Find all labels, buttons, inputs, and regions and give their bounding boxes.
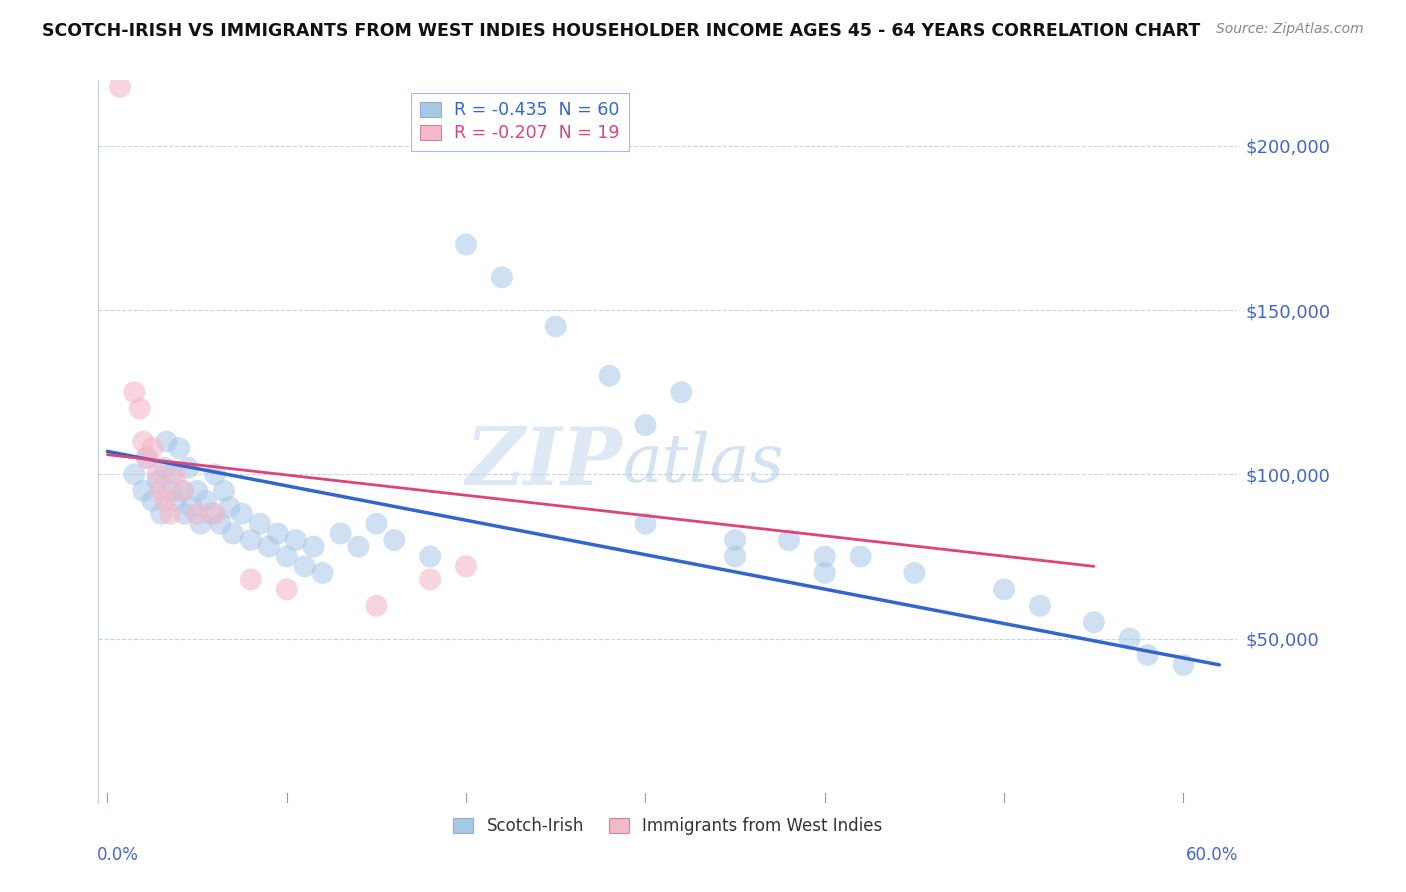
Point bbox=[159, 507, 181, 521]
Point bbox=[141, 441, 163, 455]
Point bbox=[454, 237, 477, 252]
Point bbox=[124, 467, 146, 482]
Point bbox=[634, 516, 657, 531]
Point bbox=[160, 467, 183, 482]
Point bbox=[257, 540, 280, 554]
Point bbox=[276, 549, 298, 564]
Point bbox=[329, 526, 352, 541]
Point bbox=[218, 500, 240, 515]
Legend: Scotch-Irish, Immigrants from West Indies: Scotch-Irish, Immigrants from West Indie… bbox=[447, 810, 889, 841]
Point bbox=[366, 599, 388, 613]
Point bbox=[141, 493, 163, 508]
Text: SCOTCH-IRISH VS IMMIGRANTS FROM WEST INDIES HOUSEHOLDER INCOME AGES 45 - 64 YEAR: SCOTCH-IRISH VS IMMIGRANTS FROM WEST IND… bbox=[42, 22, 1201, 40]
Point bbox=[200, 507, 222, 521]
Point bbox=[190, 516, 212, 531]
Point bbox=[177, 460, 200, 475]
Point bbox=[419, 549, 441, 564]
Point bbox=[311, 566, 333, 580]
Point bbox=[849, 549, 872, 564]
Point bbox=[1136, 648, 1159, 662]
Point bbox=[294, 559, 316, 574]
Point bbox=[146, 467, 169, 482]
Point bbox=[212, 483, 235, 498]
Point bbox=[1173, 657, 1195, 672]
Point bbox=[222, 526, 245, 541]
Point bbox=[108, 79, 131, 94]
Point bbox=[135, 450, 157, 465]
Point bbox=[135, 450, 157, 465]
Point bbox=[347, 540, 370, 554]
Point bbox=[239, 533, 262, 547]
Point bbox=[195, 493, 218, 508]
Point bbox=[172, 483, 194, 498]
Point bbox=[993, 582, 1015, 597]
Point bbox=[172, 483, 194, 498]
Point bbox=[276, 582, 298, 597]
Point bbox=[302, 540, 325, 554]
Point bbox=[1118, 632, 1140, 646]
Point bbox=[284, 533, 307, 547]
Point bbox=[1029, 599, 1052, 613]
Point bbox=[267, 526, 290, 541]
Point bbox=[153, 493, 176, 508]
Point bbox=[204, 467, 226, 482]
Point bbox=[249, 516, 271, 531]
Point bbox=[150, 483, 173, 498]
Text: 60.0%: 60.0% bbox=[1187, 847, 1239, 864]
Point bbox=[209, 516, 232, 531]
Point bbox=[814, 549, 837, 564]
Point bbox=[150, 507, 173, 521]
Point bbox=[146, 474, 169, 488]
Point bbox=[155, 434, 177, 449]
Point bbox=[186, 483, 208, 498]
Point bbox=[454, 559, 477, 574]
Point bbox=[128, 401, 150, 416]
Point bbox=[814, 566, 837, 580]
Text: atlas: atlas bbox=[623, 431, 785, 496]
Point bbox=[132, 483, 155, 498]
Point bbox=[903, 566, 925, 580]
Point bbox=[724, 533, 747, 547]
Text: 0.0%: 0.0% bbox=[97, 847, 139, 864]
Point bbox=[153, 460, 176, 475]
Point bbox=[239, 573, 262, 587]
Point bbox=[124, 385, 146, 400]
Point bbox=[491, 270, 513, 285]
Point bbox=[165, 467, 187, 482]
Point bbox=[204, 507, 226, 521]
Point bbox=[165, 493, 187, 508]
Point bbox=[778, 533, 800, 547]
Point bbox=[634, 418, 657, 433]
Point bbox=[366, 516, 388, 531]
Point bbox=[231, 507, 253, 521]
Text: ZIP: ZIP bbox=[465, 425, 623, 502]
Point bbox=[186, 507, 208, 521]
Text: Source: ZipAtlas.com: Source: ZipAtlas.com bbox=[1216, 22, 1364, 37]
Point bbox=[173, 507, 195, 521]
Point bbox=[167, 441, 190, 455]
Point bbox=[180, 500, 202, 515]
Point bbox=[159, 483, 181, 498]
Point bbox=[382, 533, 405, 547]
Point bbox=[671, 385, 693, 400]
Point bbox=[1083, 615, 1105, 630]
Point bbox=[599, 368, 621, 383]
Point bbox=[724, 549, 747, 564]
Point bbox=[132, 434, 155, 449]
Point bbox=[419, 573, 441, 587]
Point bbox=[544, 319, 567, 334]
